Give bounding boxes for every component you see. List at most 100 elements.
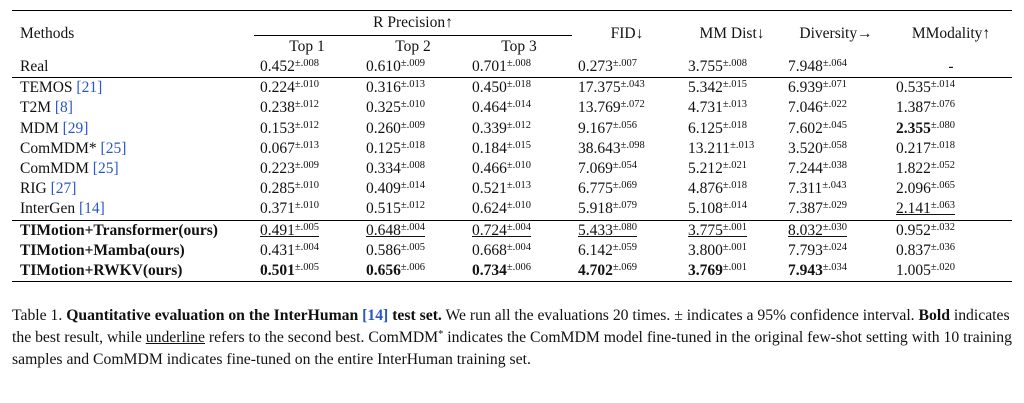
confidence-interval: ±.018	[722, 119, 748, 131]
value: 7.793	[788, 241, 823, 259]
value: 6.939	[788, 79, 823, 97]
value-cell: 5.918±.079	[572, 199, 682, 220]
confidence-interval: ±.056	[612, 119, 638, 131]
value: 0.260	[366, 119, 401, 137]
value: 3.755	[688, 58, 723, 76]
value-cell: 6.775±.069	[572, 179, 682, 199]
value-cell: 7.387±.029	[782, 199, 890, 220]
table-row: Real 0.452±.008 0.610±.009 0.701±.008 0.273±…	[12, 57, 1012, 78]
value: 3.520	[788, 139, 823, 157]
value: 2.355	[896, 119, 931, 137]
value-cell: 0.724±.004	[466, 219, 572, 241]
value-cell: 0.153±.012	[254, 119, 360, 139]
value: 3.769	[688, 261, 723, 279]
value-cell: 0.285±.010	[254, 179, 360, 199]
value-cell: 7.943±.034	[782, 260, 890, 283]
confidence-interval: ±.001	[722, 261, 748, 273]
confidence-interval: ±.010	[294, 180, 320, 192]
confidence-interval: ±.001	[722, 241, 748, 253]
confidence-interval: ±.063	[930, 200, 956, 212]
citation-link[interactable]: [25]	[100, 139, 127, 157]
confidence-interval: ±.072	[620, 99, 645, 111]
citation-link[interactable]: [27]	[50, 180, 77, 198]
value-cell: 0.217±.018	[890, 139, 1012, 159]
value: 0.491	[260, 221, 295, 239]
table-row: TIMotion+Transformer(ours) 0.491±.005 0.64…	[12, 219, 1012, 241]
citation-link[interactable]: [14]	[78, 200, 105, 218]
value: 13.211	[688, 139, 731, 157]
value: 7.244	[788, 160, 823, 178]
confidence-interval: ±.059	[612, 241, 638, 253]
value-cell: 5.212±.021	[682, 159, 782, 179]
value-cell: -	[890, 57, 1012, 78]
value: 0.217	[896, 139, 931, 157]
header-top1: Top 1	[289, 37, 325, 55]
value-cell: 0.325±.010	[360, 98, 466, 118]
value: 5.918	[578, 200, 613, 218]
citation-link[interactable]: [8]	[54, 99, 73, 117]
confidence-interval: ±.052	[930, 160, 956, 172]
value: 0.125	[366, 139, 401, 157]
value: 0.734	[472, 261, 507, 279]
value: 0.334	[366, 160, 401, 178]
value-cell: 6.142±.059	[572, 241, 682, 261]
citation-link[interactable]: [21]	[76, 79, 103, 97]
value-cell: 0.371±.010	[254, 199, 360, 220]
confidence-interval: ±.080	[930, 119, 956, 131]
value-cell: 0.273±.007	[572, 57, 682, 78]
value-cell: 0.491±.005	[254, 219, 360, 241]
confidence-interval: ±.030	[822, 221, 848, 233]
value-cell: 5.342±.015	[682, 77, 782, 99]
confidence-interval: ±.004	[400, 221, 426, 233]
confidence-interval: ±.036	[930, 241, 956, 253]
confidence-interval: ±.021	[722, 160, 748, 172]
value-cell: 13.769±.072	[572, 98, 682, 118]
value-cell: 0.501±.005	[254, 260, 360, 283]
citation-link[interactable]: [25]	[92, 160, 119, 178]
method-name: Real	[20, 58, 49, 76]
value-cell: 38.643±.098	[572, 139, 682, 159]
value: 0.273	[578, 58, 613, 76]
confidence-interval: ±.013	[722, 99, 748, 111]
value: 3.775	[688, 221, 723, 239]
confidence-interval: ±.008	[400, 160, 426, 172]
value: 7.602	[788, 119, 823, 137]
confidence-interval: ±.015	[506, 139, 532, 151]
value-cell: 3.520±.058	[782, 139, 890, 159]
value-cell: 3.755±.008	[682, 57, 782, 78]
value: 4.731	[688, 99, 723, 117]
value-cell: 0.648±.004	[360, 219, 466, 241]
value-cell: 0.339±.012	[466, 119, 572, 139]
value: 0.067	[260, 139, 295, 157]
results-table: Methods R Precision↑ FID↓ MM Dist↓ Diver…	[12, 10, 1012, 283]
confidence-interval: ±.012	[400, 200, 426, 212]
confidence-interval: ±.009	[400, 58, 426, 70]
value: 1.387	[896, 99, 931, 117]
confidence-interval: ±.005	[294, 221, 320, 233]
value-cell: 7.311±.043	[782, 179, 890, 199]
confidence-interval: ±.010	[400, 99, 426, 111]
caption-title: Quantitative evaluation on the InterHuma…	[66, 307, 442, 324]
confidence-interval: ±.029	[822, 200, 848, 212]
method-cell: TEMOS [21]	[12, 77, 254, 99]
value-cell: 0.184±.015	[466, 139, 572, 159]
table-row: ComMDM [25] 0.223±.009 0.334±.008 0.466±.01…	[12, 159, 1012, 179]
confidence-interval: ±.014	[400, 180, 426, 192]
caption-sentence-1: We run all the evaluations 20 times. ± i…	[441, 307, 919, 324]
value-cell: 9.167±.056	[572, 119, 682, 139]
value-cell: 5.108±.014	[682, 199, 782, 220]
value-cell: 0.409±.014	[360, 179, 466, 199]
confidence-interval: ±.013	[294, 139, 320, 151]
value: 0.837	[896, 241, 931, 259]
citation-link[interactable]: [29]	[62, 119, 89, 137]
confidence-interval: ±.014	[506, 99, 532, 111]
header-top2: Top 2	[395, 37, 431, 55]
confidence-interval: ±.005	[400, 241, 426, 253]
confidence-interval: ±.008	[294, 58, 320, 70]
value: 6.125	[688, 119, 723, 137]
confidence-interval: ±.007	[612, 58, 638, 70]
value: 8.032	[788, 221, 823, 239]
table-caption: Table 1. Quantitative evaluation on the …	[12, 305, 1014, 371]
confidence-interval: ±.014	[722, 200, 748, 212]
confidence-interval: ±.012	[506, 119, 532, 131]
